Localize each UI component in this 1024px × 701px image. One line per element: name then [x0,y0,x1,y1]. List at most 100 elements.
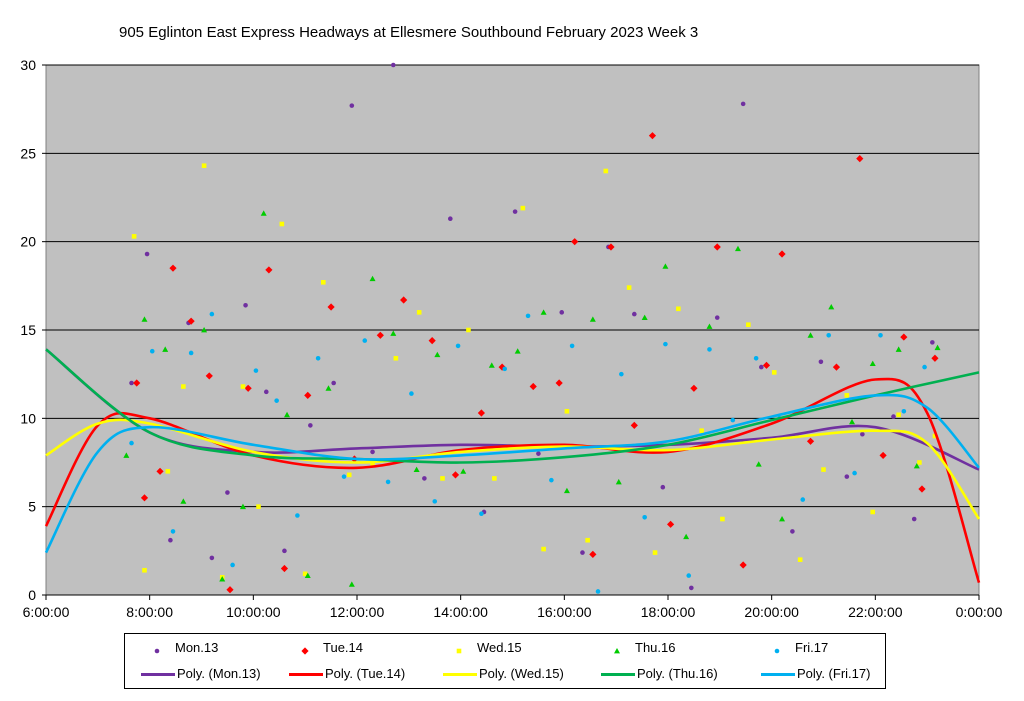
data-point [689,585,694,591]
data-point [479,511,484,517]
legend-label: Tue.14 [323,640,363,655]
data-point [156,467,164,475]
data-point [563,487,570,494]
legend-label: Thu.16 [635,640,676,655]
data-point [348,581,355,587]
data-point [455,343,461,349]
data-point [585,537,590,543]
legend-label: Poly. (Mon.13) [177,666,261,681]
data-point [619,371,624,377]
data-point [460,468,467,474]
data-point [589,550,597,558]
data-point [849,418,856,425]
data-point [149,348,155,354]
data-point [181,384,186,389]
data-point [440,476,445,481]
data-point [525,313,531,319]
data-point [131,234,137,239]
data-point [571,238,579,246]
data-point [759,364,764,370]
data-point [690,384,698,392]
data-point [856,155,864,163]
data-point [488,362,495,368]
data-point [652,550,658,555]
data-point [660,484,666,490]
data-point [205,372,213,380]
data-point [295,513,300,518]
data-point [540,309,547,315]
data-point [201,327,208,333]
legend-label: Poly. (Tue.14) [325,666,406,681]
data-point [569,343,575,349]
data-point [771,370,777,375]
y-tick-label: 30 [20,57,36,73]
data-point [832,363,841,371]
data-point [201,163,207,168]
data-point [187,317,195,325]
data-point [603,168,609,174]
data-point [142,567,147,573]
legend: Mon.13 Tue.14 Wed.15 Thu.16 Fri.17 Poly. (Mon… [124,633,886,689]
data-point [720,516,725,522]
data-point [641,314,648,321]
data-point [428,337,436,345]
data-point [514,348,521,354]
trendline [45,348,980,464]
data-point [279,221,285,227]
data-point [498,363,506,371]
data-point [869,360,876,366]
y-tick-label: 20 [20,234,36,250]
data-point [123,452,130,458]
data-point [239,503,246,510]
trendlines [44,348,981,583]
data-point [349,103,355,108]
legend-swatch [289,673,323,676]
x-tick-label: 20:00:00 [744,604,799,620]
data-point [911,516,917,522]
data-point [209,311,215,317]
data-point [280,564,289,573]
x-axis-ticks: 6:00:00 8:00:00 10:00:00 12:00:00 14:00:00 16… [23,594,1003,620]
data-point [168,537,173,543]
data-point [341,474,347,479]
data-point [529,382,537,391]
data-point [230,562,235,568]
data-point [932,433,938,439]
x-tick-label: 16:00:00 [537,604,592,620]
data-point [740,101,746,107]
data-point [666,520,675,528]
data-point [492,476,497,481]
data-point [170,529,176,534]
data-point [762,361,771,369]
data-point [630,421,638,429]
trendline [45,418,981,520]
data-point [390,330,397,336]
data-point [734,245,741,252]
data-point [828,304,835,310]
data-point [346,472,352,478]
legend-marker [774,648,780,654]
data-point [714,315,720,320]
legend-swatch [612,643,622,654]
data-point [219,576,226,582]
legend-swatch [443,673,477,676]
data-point [878,333,883,338]
data-point [931,354,939,362]
data-point [409,391,414,396]
data-point [922,364,927,370]
y-tick-label: 5 [28,499,36,515]
data-point [901,408,907,414]
data-point [913,463,920,469]
data-point [707,347,712,352]
legend-label: Poly. (Wed.15) [479,666,564,681]
trendline [44,393,980,554]
data-point [753,355,759,361]
data-point [746,322,751,327]
data-point [555,379,563,387]
data-point [713,243,721,251]
data-point [315,355,321,361]
data-point [422,476,427,481]
data-point [448,216,453,221]
data-point [256,504,261,509]
data-point [133,379,141,387]
